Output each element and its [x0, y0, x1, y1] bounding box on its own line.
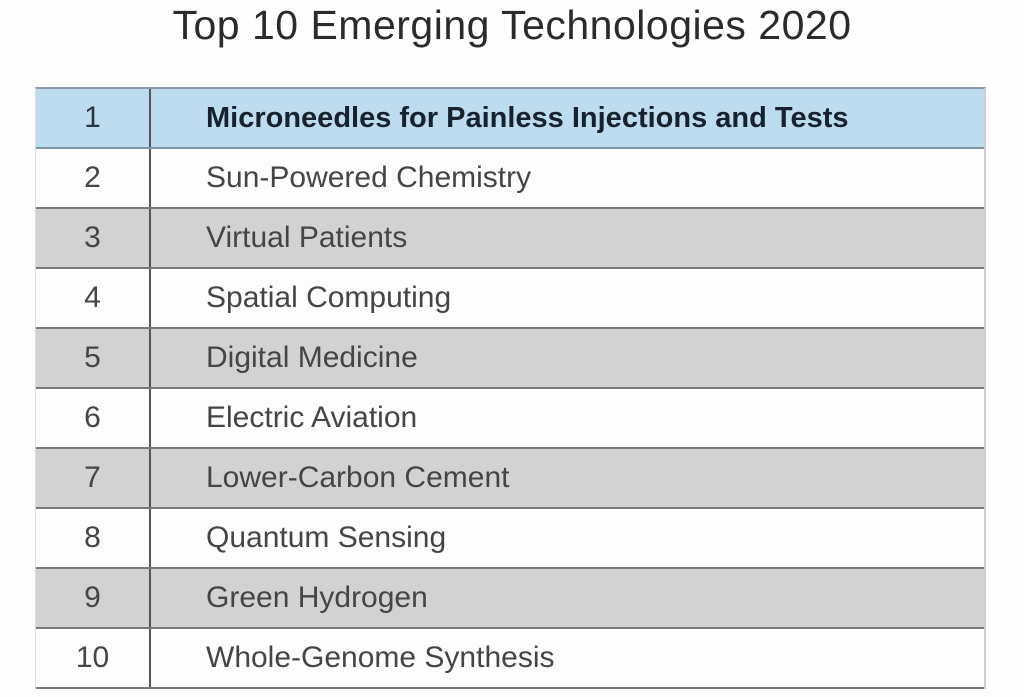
- rank-cell: 9: [36, 569, 151, 627]
- table-row: 9 Green Hydrogen: [36, 569, 984, 629]
- technology-cell: Quantum Sensing: [206, 521, 447, 554]
- rank-cell: 5: [36, 329, 151, 387]
- rank-cell: 1: [36, 89, 151, 147]
- rank-cell: 10: [36, 629, 151, 687]
- rank-cell: 7: [36, 449, 151, 507]
- table-row: 5 Digital Medicine: [36, 329, 984, 389]
- table-row: 1 Microneedles for Painless Injections a…: [36, 89, 984, 149]
- technology-cell: Digital Medicine: [206, 341, 418, 374]
- technology-cell: Microneedles for Painless Injections and…: [206, 101, 849, 134]
- technology-cell: Virtual Patients: [206, 221, 408, 254]
- table-row: 4 Spatial Computing: [36, 269, 984, 329]
- rank-cell: 2: [36, 149, 151, 207]
- technology-cell: Sun-Powered Chemistry: [206, 161, 532, 194]
- technology-cell: Whole-Genome Synthesis: [206, 641, 555, 674]
- table-row: 8 Quantum Sensing: [36, 509, 984, 569]
- page-title: Top 10 Emerging Technologies 2020: [172, 2, 852, 48]
- table-row: 7 Lower-Carbon Cement: [36, 449, 984, 509]
- table-row: 6 Electric Aviation: [36, 389, 984, 449]
- rank-cell: 6: [36, 389, 151, 447]
- technology-cell: Spatial Computing: [206, 281, 452, 314]
- rank-cell: 4: [36, 269, 151, 327]
- rank-cell: 3: [36, 209, 151, 267]
- technology-cell: Green Hydrogen: [206, 581, 428, 614]
- technology-cell: Electric Aviation: [206, 401, 418, 434]
- table-row: 10 Whole-Genome Synthesis: [36, 629, 984, 689]
- emerging-technologies-table: 1 Microneedles for Painless Injections a…: [35, 87, 986, 689]
- table-row: 2 Sun-Powered Chemistry: [36, 149, 984, 209]
- table-row: 3 Virtual Patients: [36, 209, 984, 269]
- technology-cell: Lower-Carbon Cement: [206, 461, 510, 494]
- rank-cell: 8: [36, 509, 151, 567]
